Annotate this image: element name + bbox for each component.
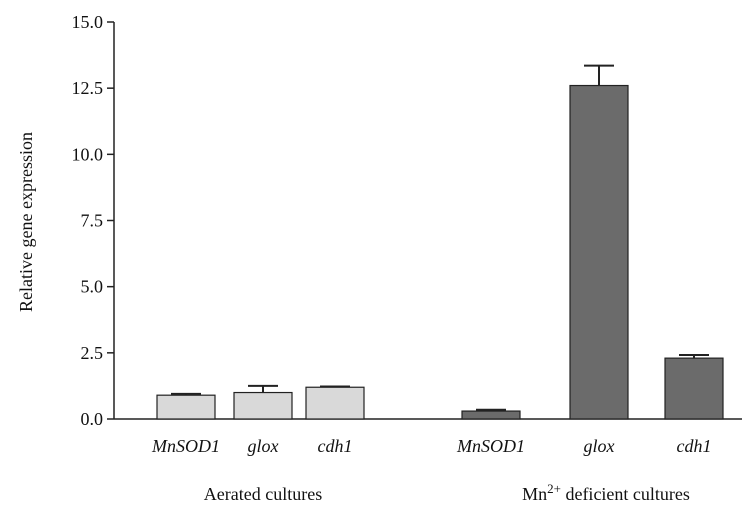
bar [569,84,629,420]
y-tick-label: 7.5 [81,211,104,231]
y-tick-label: 0.0 [81,409,104,429]
category-label: cdh1 [677,436,712,456]
category-label: cdh1 [318,436,353,456]
group-label: Aerated cultures [204,484,322,504]
bars [156,64,724,420]
category-label: glox [584,436,615,456]
group-label: Mn2+ deficient cultures [522,481,690,504]
y-tick-label: 15.0 [72,12,104,32]
y-tick-label: 2.5 [81,343,104,363]
y-tick-label: 12.5 [72,78,104,98]
bar [305,386,365,420]
axes: 0.0 2.5 5.0 7.5 10.0 12.5 15.0 [72,12,742,429]
bar [156,394,216,420]
y-axis-title: Relative gene expression [16,132,36,312]
category-labels: MnSOD1 glox cdh1 Aerated cultures MnSOD1 glox… [151,436,712,504]
y-tick-label: 10.0 [72,144,104,164]
category-label: glox [248,436,279,456]
category-label: MnSOD1 [456,436,525,456]
category-label: MnSOD1 [151,436,220,456]
bar [233,391,293,420]
bar [664,357,724,420]
y-tick-label: 5.0 [81,277,104,297]
bar [461,410,521,420]
